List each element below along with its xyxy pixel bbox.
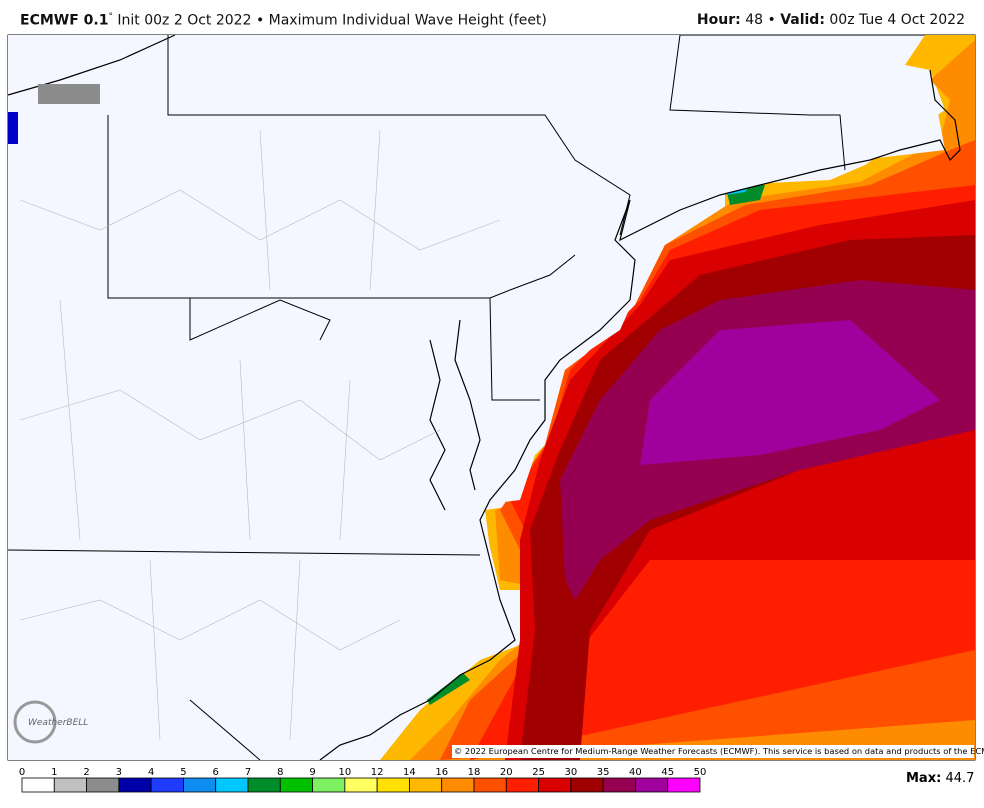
colorbar-label: 45: [661, 767, 674, 778]
colorbar-label: 0: [19, 767, 25, 778]
valid-label: Valid:: [780, 12, 825, 28]
colorbar-label: 1: [51, 767, 57, 778]
colorbar-swatch: [21, 777, 55, 793]
colorbar-swatch: [602, 777, 636, 793]
valid: 00z Tue 4 Oct 2022: [829, 12, 965, 28]
colorbar-swatch: [473, 777, 507, 793]
colorbar-swatch: [570, 777, 604, 793]
colorbar-label: 14: [403, 767, 416, 778]
colorbar: 0 1 2 3 4 5 6 7 8 9 10 12 14 16 18 20 25 30 35 40 45 50: [19, 767, 707, 793]
colorbar-label: 6: [213, 767, 219, 778]
colorbar-label: 40: [629, 767, 642, 778]
max-value: 44.7: [945, 771, 975, 786]
colorbar-swatch: [247, 777, 281, 793]
colorbar-label: 12: [371, 767, 384, 778]
colorbar-swatch: [312, 777, 346, 793]
logo: WeatherBELL: [28, 718, 88, 728]
colorbar-label: 25: [532, 767, 545, 778]
colorbar-swatch: [86, 777, 120, 793]
colorbar-swatch: [441, 777, 475, 793]
colorbar-label: 50: [694, 767, 707, 778]
colorbar-swatch: [53, 777, 87, 793]
colorbar-swatch: [118, 777, 152, 793]
degree: °: [108, 12, 113, 22]
header-left: ECMWF 0.1° Init 00z 2 Oct 2022 • Maximum…: [20, 12, 547, 29]
header-right: Hour: 48 • Valid: 00z Tue 4 Oct 2022: [697, 12, 965, 28]
coastline: [7, 34, 961, 761]
land-mask: [8, 35, 945, 760]
hour-label: Hour:: [696, 12, 741, 28]
colorbar-label: 8: [277, 767, 283, 778]
colorbar-label: 18: [468, 767, 481, 778]
colorbar-swatch: [279, 777, 313, 793]
colorbar-swatch: [409, 777, 443, 793]
data-patch: [38, 84, 100, 104]
state-borders: [7, 34, 846, 761]
hour: 48: [745, 12, 764, 28]
colorbar-label: 30: [564, 767, 577, 778]
colorbar-label: 4: [148, 767, 154, 778]
colorbar-label: 35: [597, 767, 610, 778]
colorbar-label: 20: [500, 767, 513, 778]
colorbar-swatch: [376, 777, 410, 793]
colorbar-swatch: [505, 777, 539, 793]
max: Max: 44.7: [906, 771, 974, 786]
colorbar-swatch: [538, 777, 572, 793]
colorbar-swatch: [183, 777, 217, 793]
credit: © 2022 European Centre for Medium-Range …: [452, 745, 984, 758]
colorbar-label: 9: [309, 767, 315, 778]
title: Init 00z 2 Oct 2022 • Maximum Individual…: [117, 12, 547, 29]
colorbar-label: 5: [180, 767, 186, 778]
colorbar-swatch: [635, 777, 669, 793]
separator: •: [767, 12, 776, 28]
colorbar-label: 2: [83, 767, 89, 778]
max-label: Max:: [906, 771, 942, 786]
colorbar-swatch: [344, 777, 378, 793]
colorbar-swatch: [215, 777, 249, 793]
colorbar-swatch: [150, 777, 184, 793]
logo-mark: [13, 700, 57, 744]
colorbar-label: 16: [435, 767, 448, 778]
data-patch: [8, 112, 18, 144]
colorbar-label: 3: [116, 767, 122, 778]
colorbar-label: 10: [338, 767, 351, 778]
model: ECMWF 0.1: [20, 12, 109, 29]
county-lines: [19, 129, 501, 741]
colorbar-swatch: [667, 777, 701, 793]
wave-field: [380, 35, 975, 760]
colorbar-label: 7: [245, 767, 251, 778]
